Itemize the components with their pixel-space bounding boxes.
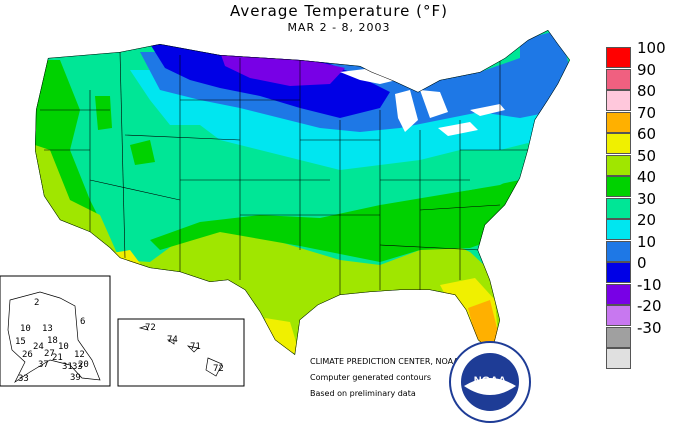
legend-row: -20 [606,297,678,327]
legend-label: 50 [637,146,657,165]
hawaii-station-value: 74 [167,335,178,345]
alaska-station-value: 12 [74,350,85,360]
legend-label: 40 [637,168,657,186]
legend-row: 60 [606,125,678,155]
legend-swatch [606,90,631,111]
alaska-station-value: 15 [15,337,26,347]
legend-row: 100 [606,39,678,69]
legend-label: 60 [637,125,657,143]
alaska-station-value: 18 [47,336,58,346]
legend-swatch [606,68,631,90]
hawaii-station-value: 72 [145,323,156,333]
alaska-station-value: 27 [44,349,55,359]
hawaii-inset [117,318,245,387]
legend-row: 50 [606,147,678,177]
legend-label: -10 [637,275,662,294]
legend-row: 90 [606,61,678,91]
alaska-station-value: 2 [34,298,40,308]
legend-row [606,348,678,370]
alaska-station-value: 37 [38,360,49,370]
legend-swatch [606,348,631,369]
legend-swatch [606,262,631,283]
legend-row: 0 [606,254,678,284]
alaska-station-value: 6 [80,317,86,327]
credit-line-method: Computer generated contours [310,373,432,382]
legend-label: 70 [637,103,657,122]
legend-row: 70 [606,104,678,134]
great-lakes [340,66,505,136]
credits-block: CLIMATE PREDICTION CENTER, NOAA Computer… [310,354,459,402]
legend-label: 90 [637,60,657,79]
alaska-station-value: 10 [58,342,69,352]
legend-row: 10 [606,233,678,263]
alaska-station-value: 33 [18,374,29,384]
map-title: Average Temperature (°F) [230,2,448,20]
legend-swatch [606,154,631,176]
legend-label: 100 [637,39,666,57]
legend-swatch [606,111,631,133]
legend-label: 20 [637,211,657,229]
alaska-inset [0,275,111,387]
legend-label: -20 [637,297,662,315]
legend-row: -10 [606,276,678,306]
alaska-station-value: 31 [62,362,73,372]
state-borders [35,30,570,355]
legend-row: 20 [606,211,678,241]
alaska-station-value: 26 [22,350,33,360]
legend-row: 80 [606,82,678,112]
temperature-legend: 100 90 80 70 60 50 40 30 20 10 0 -10 -20 -30 [606,39,678,370]
alaska-station-value: 39 [70,373,81,383]
legend-label: 80 [637,82,657,100]
legend-swatch [606,283,631,305]
legend-label: 30 [637,189,657,208]
credit-line-agency: CLIMATE PREDICTION CENTER, NOAA [310,357,459,366]
legend-swatch [606,240,631,262]
alaska-station-value: 24 [33,342,44,352]
legend-swatch [606,176,631,197]
logo-text: NOAA [474,375,506,387]
alaska-station-value: 33 [72,362,83,372]
noaa-logo-icon: NOAA [449,341,531,423]
legend-swatch [606,305,631,326]
alaska-station-value: 10 [20,324,31,334]
legend-swatch [606,133,631,154]
alaska-station-value: 21 [52,353,63,363]
legend-swatch [606,326,631,348]
legend-label: 0 [637,254,647,272]
legend-swatch [606,47,631,68]
legend-row: 30 [606,190,678,220]
alaska-station-value: 20 [78,360,89,370]
hawaii-station-value: 72 [213,364,224,374]
legend-row: 40 [606,168,678,198]
map-subtitle: MAR 2 - 8, 2003 [287,21,391,34]
legend-label: 10 [637,232,657,251]
alaska-station-value: 13 [42,324,53,334]
hawaii-station-value: 71 [190,342,201,352]
credit-line-data: Based on preliminary data [310,389,416,398]
legend-swatch [606,197,631,219]
legend-swatch [606,219,631,240]
legend-row: -30 [606,319,678,349]
legend-label: -30 [637,318,662,337]
